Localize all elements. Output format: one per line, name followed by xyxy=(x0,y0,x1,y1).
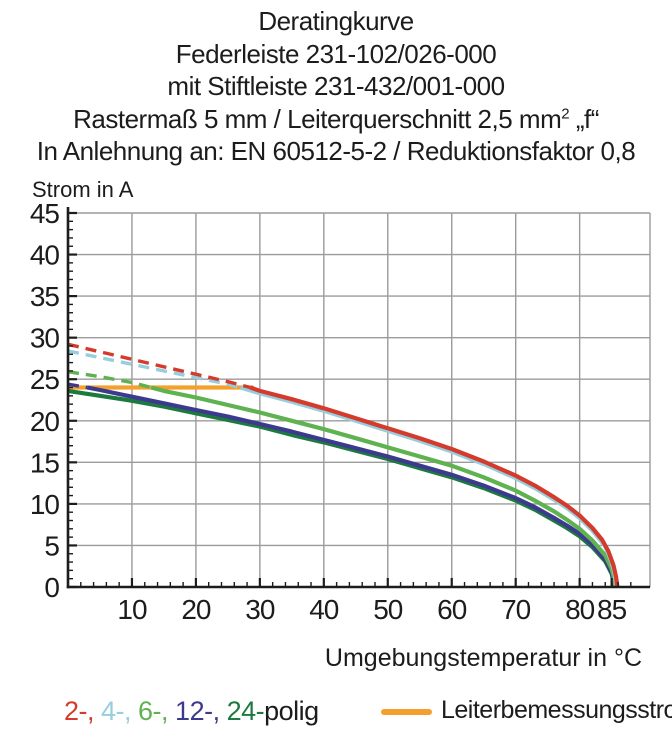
y-tick-label: 15 xyxy=(30,447,60,478)
x-tick-label: 70 xyxy=(501,594,531,625)
x-tick-label: 40 xyxy=(309,594,339,625)
gridlines xyxy=(68,212,651,587)
x-tick-label: 20 xyxy=(181,594,211,625)
pole-legend-suffix: polig xyxy=(264,696,319,726)
curve-6-polig xyxy=(150,385,618,588)
x-tick-label: 10 xyxy=(117,594,147,625)
title-line-2: Federleiste 231-102/026-000 xyxy=(175,38,497,69)
y-axis-title: Strom in A xyxy=(32,177,134,202)
title-line-3: mit Stiftleiste 231-432/001-000 xyxy=(167,71,505,101)
chart-title-block: Deratingkurve Federleiste 231-102/026-00… xyxy=(0,5,672,168)
chart-area: Strom in A 10 20 30 40 50 60 70 80 85 0 5 10 15 20 25 3… xyxy=(0,170,672,675)
derating-curves xyxy=(67,342,620,588)
pole-count-legend: 2-, 4-, 6-, 12-, 24-polig xyxy=(64,696,319,727)
pole-legend-item: 12-, xyxy=(175,696,227,726)
title-line-5: In Anlehnung an: EN 60512-5-2 / Reduktio… xyxy=(36,136,636,166)
pole-legend-item: 24- xyxy=(226,696,265,726)
legend-row: 2-, 4-, 6-, 12-, 24-polig Leiterbemessun… xyxy=(0,690,672,734)
y-tick-label: 40 xyxy=(30,240,60,271)
title-line-4-pre: Rastermaß 5 mm / Leiterquerschnitt 2,5 m… xyxy=(73,103,562,134)
curve-4-polig-dashed xyxy=(67,349,242,390)
rated-current-line-swatch xyxy=(381,709,432,715)
y-tick-label: 30 xyxy=(30,323,60,354)
pole-legend-item: 6-, xyxy=(138,696,176,726)
y-tick-label: 25 xyxy=(30,364,60,395)
axes-and-ticks xyxy=(66,207,650,589)
title-line-4-sup: 2 xyxy=(561,104,570,122)
curve-12-polig-dashed xyxy=(67,382,88,390)
x-tick-label: 30 xyxy=(245,594,275,625)
x-tick-label: 60 xyxy=(437,594,467,625)
y-tick-label: 5 xyxy=(44,530,59,561)
y-tick-label: 0 xyxy=(44,572,59,603)
curve-6-polig-dashed xyxy=(67,370,152,390)
pole-legend-item: 2-, xyxy=(64,696,102,726)
x-tick-label: 85 xyxy=(597,594,627,625)
x-tick-label: 80 xyxy=(565,594,595,625)
title-line-1: Deratingkurve xyxy=(258,6,414,36)
y-tick-label: 10 xyxy=(30,489,60,520)
curve-12-polig xyxy=(86,385,617,588)
pole-legend-item: 4-, xyxy=(101,696,139,726)
tick-labels: 10 20 30 40 50 60 70 80 85 0 5 10 15 20 25 30 35 40 45 xyxy=(30,198,628,625)
title-line-4-post: „f“ xyxy=(569,103,600,134)
x-tick-label: 50 xyxy=(373,594,403,625)
x-axis-title: Umgebungstemperatur in °C xyxy=(325,644,642,672)
derating-curve-svg: Strom in A 10 20 30 40 50 60 70 80 85 0 5 10 15 20 25 3… xyxy=(30,177,651,672)
curve-2-polig-dashed xyxy=(67,342,251,390)
curve-2-polig xyxy=(249,385,620,588)
y-tick-label: 35 xyxy=(30,281,60,312)
title-line-4: Rastermaß 5 mm / Leiterquerschnitt 2,5 m… xyxy=(0,103,672,136)
y-tick-label: 45 xyxy=(30,198,60,229)
pole-legend-items: 2-, 4-, 6-, 12-, 24- xyxy=(64,696,265,726)
rated-current-label: Leiterbemessungsstrom xyxy=(441,696,672,724)
curve-4-polig xyxy=(240,385,619,588)
y-tick-label: 20 xyxy=(30,406,60,437)
